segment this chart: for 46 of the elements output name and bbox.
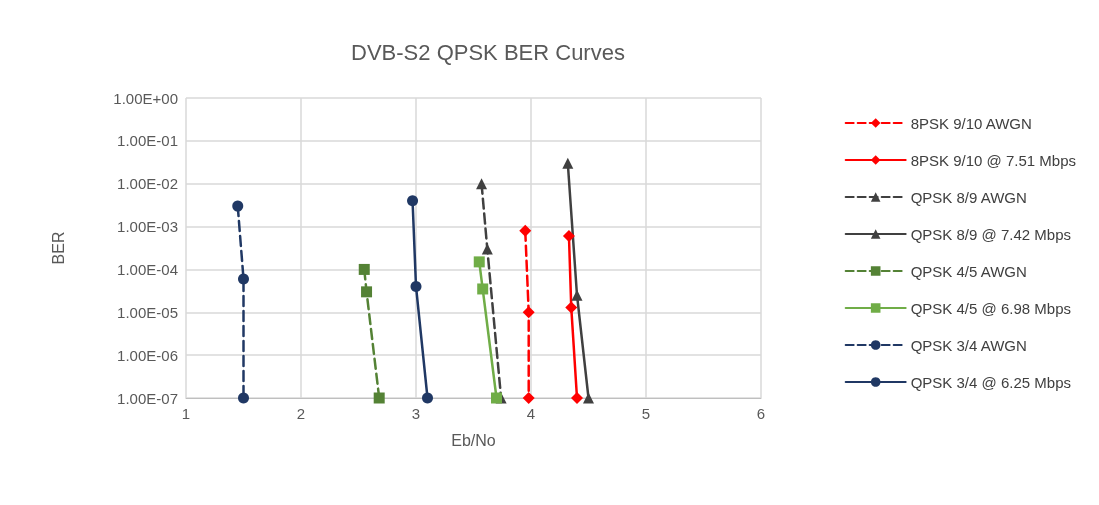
point <box>519 224 532 237</box>
x-tick-label: 2 <box>296 405 306 422</box>
point <box>571 289 583 301</box>
y-tick-label: 1.00E-07 <box>117 389 178 407</box>
point <box>476 178 488 190</box>
x-tick-label: 1 <box>181 405 191 422</box>
y-tick-label: 1.00E+00 <box>113 89 178 107</box>
y-tick-label: 1.00E-01 <box>117 132 178 150</box>
point <box>238 392 249 404</box>
chart-title: DVB-S2 QPSK BER Curves <box>351 39 625 65</box>
legend-label: QPSK 3/4 AWGN <box>910 336 1027 354</box>
legend-label: QPSK 8/9 @ 7.42 Mbps <box>910 225 1071 243</box>
point <box>565 301 578 314</box>
legend-label: 8PSK 9/10 @ 7.51 Mbps <box>910 151 1077 169</box>
y-tick-label: 1.00E-05 <box>117 303 178 321</box>
y-axis-title: BER <box>49 231 67 265</box>
point <box>571 392 583 404</box>
point <box>232 200 244 212</box>
point <box>358 263 370 275</box>
point <box>473 256 485 268</box>
point <box>491 392 502 404</box>
point <box>238 273 249 285</box>
y-tick-label: 1.00E-03 <box>117 218 178 236</box>
point <box>522 306 535 319</box>
point <box>361 286 373 298</box>
point <box>583 392 594 404</box>
legend-label: QPSK 8/9 AWGN <box>910 188 1027 206</box>
point <box>522 392 535 404</box>
point <box>562 157 574 169</box>
legend-label: 8PSK 9/10 AWGN <box>910 114 1032 132</box>
x-tick-label: 5 <box>641 405 651 422</box>
y-tick-label: 1.00E-06 <box>117 346 178 364</box>
point <box>410 280 422 292</box>
x-axis-title: Eb/No <box>451 431 496 449</box>
x-tick-label: 4 <box>526 405 536 422</box>
y-tick-label: 1.00E-02 <box>117 175 178 193</box>
y-tick-label: 1.00E-04 <box>117 260 178 278</box>
point <box>422 392 433 404</box>
point <box>407 195 419 207</box>
point <box>477 283 489 295</box>
legend-label: QPSK 3/4 @ 6.25 Mbps <box>910 373 1071 391</box>
x-tick-label: 6 <box>756 405 766 422</box>
legend-label: QPSK 4/5 @ 6.98 Mbps <box>910 299 1071 317</box>
point <box>373 392 385 404</box>
legend-label: QPSK 4/5 AWGN <box>910 262 1027 280</box>
x-tick-label: 3 <box>411 405 421 422</box>
